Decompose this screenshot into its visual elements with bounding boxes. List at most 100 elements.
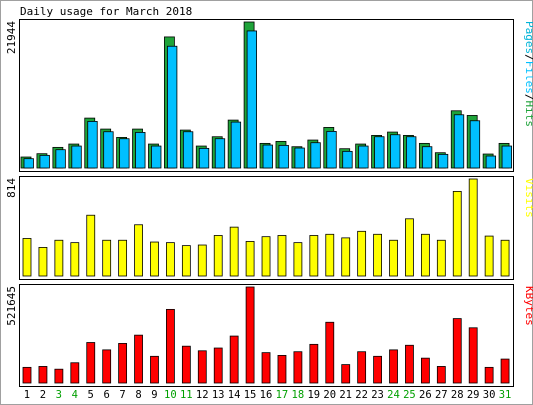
bar-kbytes [86,342,96,384]
bar-kbytes [181,345,191,384]
bar-files [103,131,114,169]
chart-title: Daily usage for March 2018 [20,5,192,18]
bar-visits [325,233,335,277]
panel-frame [19,176,514,280]
bar-kbytes [357,351,367,384]
x-tick-label: 15 [244,389,257,401]
legend-kbytes: KBytes [523,286,533,326]
panel-frame [19,284,514,387]
bar-kbytes [134,334,143,384]
bar-visits [22,238,32,277]
bar-visits [102,239,112,277]
bar-kbytes [54,368,64,384]
bar-files [151,145,162,169]
bar-visits [357,230,367,277]
x-tick-label: 12 [196,389,209,401]
bar-files [87,121,98,169]
bar-files [374,136,385,169]
bar-kbytes [213,347,223,384]
bar-files [55,149,66,169]
legend-item: Pages [523,21,533,54]
bar-visits [309,235,319,277]
bar-files [230,121,242,169]
x-tick-label: 1 [24,389,30,401]
x-tick-label: 31 [499,389,512,401]
bar-kbytes [38,366,48,384]
x-tick-label: 29 [467,389,480,401]
bar-files [310,142,321,169]
legend-item: KBytes [523,286,533,326]
bar-files [135,132,146,169]
x-tick-label: 18 [292,389,305,401]
bar-files [23,158,34,169]
bar-kbytes [70,362,80,384]
bar-files [294,147,305,169]
x-tick-label: 7 [119,389,125,401]
bar-visits [229,226,239,277]
x-tick-label: 22 [355,389,368,401]
panel-hits-files-pages: 21944 Pages/Files/Hits [5,19,533,172]
x-tick-label: 26 [419,389,432,401]
y-max-label: 521645 [5,286,18,326]
panel-frame [19,19,514,172]
x-tick-label: 30 [483,389,496,401]
x-tick-label: 25 [403,389,416,401]
bar-visits [150,241,159,277]
x-tick-label: 9 [151,389,157,401]
bar-files [501,145,512,169]
bar-visits [277,235,287,277]
bar-visits [70,242,80,277]
bar-kbytes [389,349,398,384]
chart-panels: 21944Pages/Files/Hits814Visits521645KByt… [5,19,533,387]
x-tick-label: 5 [88,389,94,401]
panel-kbytes: 521645 KBytes [5,284,533,387]
bar-files [358,145,369,169]
x-axis-labels: 1 2 3 4 5 6 7 8 9 10 11 12 13 14 15 16 17 18 19 20 21 22 23 24 2… [24,389,512,401]
bar-files [262,144,273,169]
x-tick-label: 27 [435,389,448,401]
bar-visits [373,233,382,277]
x-tick-label: 6 [103,389,109,401]
bar-files [406,136,417,169]
bar-visits [452,190,462,277]
x-tick-label: 17 [276,389,289,401]
bar-kbytes [309,343,319,384]
bar-kbytes [166,308,175,384]
bar-visits [389,239,398,277]
bar-files [469,120,481,169]
bar-files [326,131,337,169]
bar-visits [420,233,430,277]
legend-item: Visits [523,178,533,218]
x-tick-label: 11 [180,389,193,401]
bar-kbytes [261,352,271,384]
bar-visits [341,237,351,277]
bar-kbytes [405,344,414,384]
bar-visits [484,235,494,277]
bar-kbytes [468,327,478,384]
bar-visits [436,239,446,277]
bar-files [421,146,433,169]
x-tick-label: 23 [371,389,384,401]
legend-visits: Visits [523,178,533,218]
bar-kbytes [436,366,446,384]
bar-visits [500,239,510,277]
bar-visits [134,224,143,277]
bar-files [453,114,465,169]
x-tick-label: 16 [260,389,273,401]
bar-visits [181,245,191,277]
bar-kbytes [245,286,255,384]
bar-kbytes [150,355,159,384]
bar-visits [405,218,414,277]
legend-hits-files-pages: Pages/Files/Hits [523,21,533,127]
bar-visits [245,241,255,277]
bar-kbytes [484,366,494,384]
bar-kbytes [293,351,303,384]
bar-kbytes [452,318,462,384]
bar-files [39,154,50,169]
bar-kbytes [373,355,382,384]
bar-visits [293,242,303,277]
bar-files [342,150,353,169]
y-max-label: 21944 [5,21,18,54]
